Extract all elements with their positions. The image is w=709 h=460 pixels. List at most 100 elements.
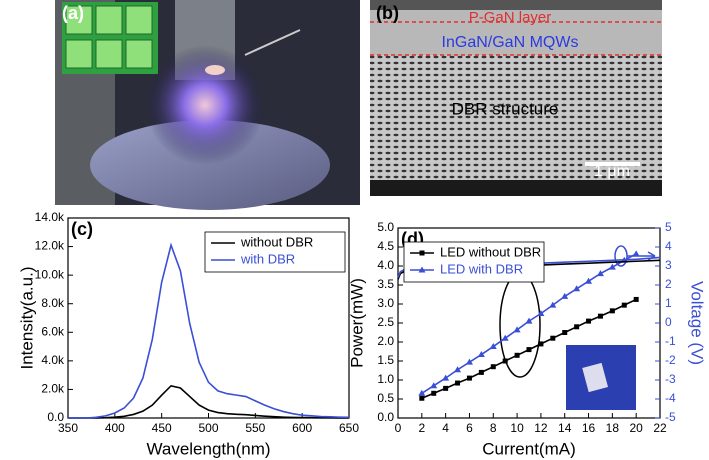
- y-tick-label: 4.0k: [41, 353, 65, 367]
- y-tick-label: 12.0k: [35, 239, 65, 253]
- y-tick-label: 4.0: [377, 258, 394, 272]
- marker: [514, 352, 520, 358]
- y2-tick-label: -4: [665, 391, 676, 405]
- y2-tick-label: -1: [665, 334, 676, 348]
- x-tick-label: 2: [418, 421, 425, 435]
- marker: [574, 324, 580, 330]
- x-tick-label: 650: [339, 421, 359, 435]
- y-axis-label: Power(mW): [347, 278, 366, 368]
- marker: [489, 343, 497, 350]
- y2-tick-label: -5: [665, 410, 676, 424]
- marker: [609, 308, 615, 314]
- marker: [419, 395, 425, 401]
- marker: [537, 310, 545, 316]
- y-tick-label: 3.0: [377, 296, 394, 310]
- x-tick-label: 22: [653, 421, 667, 435]
- marker: [549, 301, 557, 308]
- y-tick-label: 4.5: [377, 239, 394, 253]
- marker: [443, 385, 449, 391]
- y2-tick-label: 5: [665, 220, 672, 234]
- y2-tick-label: -2: [665, 353, 676, 367]
- y-tick-label: 0.0: [47, 410, 64, 424]
- data-line: [68, 242, 350, 419]
- y-axis-label: Intensity(a.u.): [17, 267, 36, 370]
- marker: [454, 366, 462, 373]
- x-tick-label: 14: [558, 421, 572, 435]
- marker: [585, 277, 593, 284]
- legend-box: [403, 241, 545, 283]
- y-tick-label: 0.5: [377, 391, 394, 405]
- marker: [501, 334, 509, 341]
- y-tick-label: 8.0k: [41, 296, 65, 310]
- marker: [418, 389, 426, 396]
- y-tick-label: 6.0k: [41, 324, 65, 338]
- legend-label: without DBR: [240, 234, 313, 249]
- layer-label: P-GaN layer: [469, 9, 552, 26]
- marker: [562, 330, 568, 335]
- x-tick-label: 400: [105, 421, 125, 435]
- y-tick-label: 10.0k: [35, 267, 65, 281]
- legend-label: with DBR: [240, 251, 295, 266]
- panel-label: (a): [62, 3, 84, 23]
- marker: [621, 302, 627, 308]
- y-tick-label: 5.0: [377, 220, 394, 234]
- marker: [477, 351, 485, 358]
- y-tick-label: 14.0k: [35, 210, 65, 224]
- y-tick-label: 2.5: [377, 315, 394, 329]
- marker: [478, 369, 484, 375]
- y-tick-label: 0.0: [377, 410, 394, 424]
- x-tick-label: 20: [630, 421, 644, 435]
- marker: [455, 380, 461, 386]
- marker: [597, 313, 603, 319]
- y2-tick-label: -3: [665, 372, 676, 386]
- legend-label: LED with DBR: [440, 261, 523, 276]
- marker: [490, 364, 496, 370]
- marker: [431, 390, 437, 396]
- marker: [526, 347, 532, 353]
- x-tick-label: 10: [510, 421, 524, 435]
- structure-label: DBR structure: [452, 99, 559, 118]
- layer-label: InGaN/GaN MQWs: [442, 34, 579, 51]
- marker: [632, 250, 640, 257]
- marker: [561, 292, 569, 299]
- legend-label: LED without DBR: [440, 244, 541, 259]
- y2-tick-label: 4: [665, 239, 672, 253]
- marker: [442, 374, 450, 381]
- x-tick-label: 450: [152, 421, 172, 435]
- marker: [586, 318, 592, 324]
- x-tick-label: 12: [534, 421, 548, 435]
- x-tick-label: 0: [395, 421, 402, 435]
- marker: [502, 358, 508, 364]
- y-tick-label: 2.0k: [41, 382, 65, 396]
- y2-tick-label: 0: [665, 315, 672, 329]
- marker: [513, 326, 521, 333]
- marker: [525, 317, 533, 324]
- x-tick-label: 350: [58, 421, 78, 435]
- panel-label: (c): [71, 219, 93, 239]
- x-axis-label: Current(mA): [482, 439, 576, 458]
- y2-tick-label: 3: [665, 258, 672, 272]
- x-axis-label: Wavelength(nm): [146, 439, 270, 458]
- marker: [538, 341, 544, 347]
- marker: [573, 285, 581, 292]
- x-tick-label: 6: [466, 421, 473, 435]
- y-tick-label: 2.0: [377, 334, 394, 348]
- y2-tick-label: 1: [665, 296, 672, 310]
- y-tick-label: 1.0: [377, 372, 394, 386]
- inset-photo: [566, 345, 636, 410]
- marker: [466, 375, 472, 381]
- marker: [418, 266, 426, 273]
- marker: [608, 263, 616, 270]
- marker: [550, 335, 556, 341]
- marker: [419, 250, 425, 256]
- data-line: [68, 384, 350, 419]
- y-tick-label: 3.5: [377, 277, 394, 291]
- marker: [596, 270, 604, 277]
- panel-label: (b): [376, 3, 399, 23]
- marker: [430, 382, 438, 389]
- marker: [633, 296, 639, 302]
- y-tick-label: 1.5: [377, 353, 394, 367]
- x-tick-label: 600: [292, 421, 312, 435]
- x-tick-label: 550: [245, 421, 265, 435]
- x-tick-label: 4: [442, 421, 449, 435]
